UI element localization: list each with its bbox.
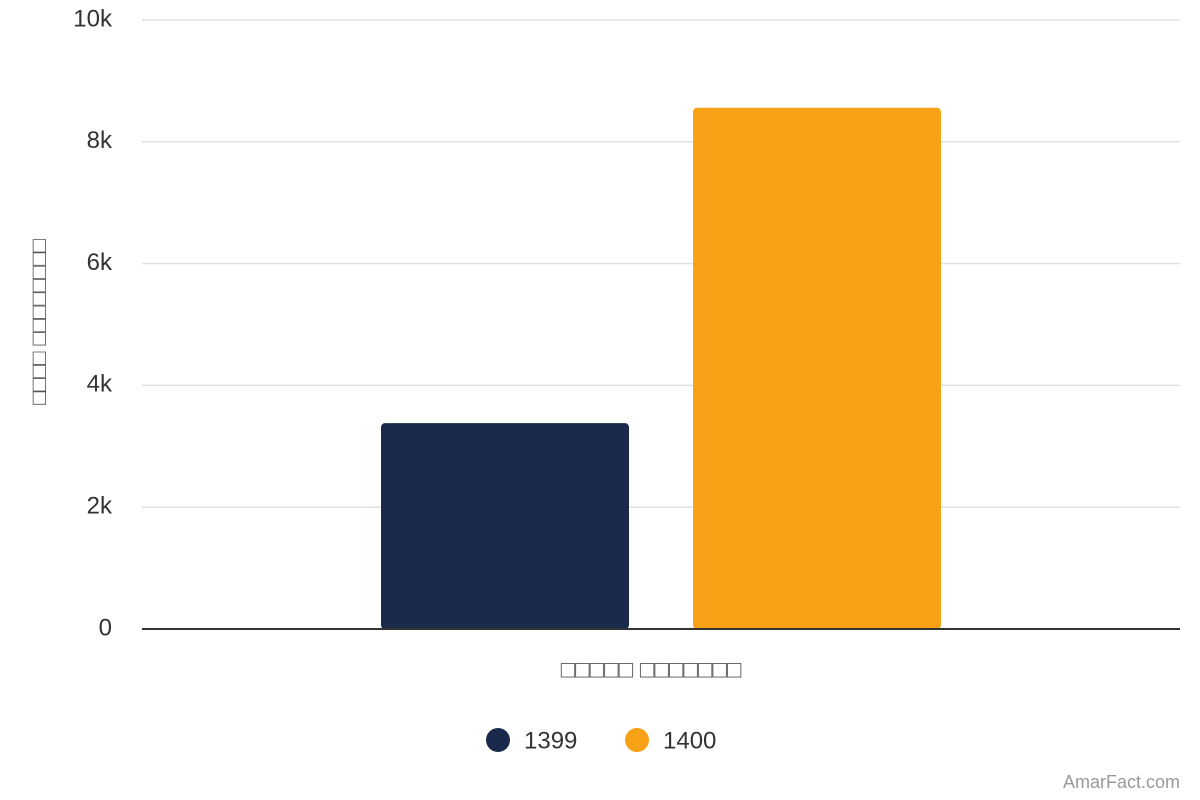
- x-axis-label: □□□□□ □□□□□□□: [561, 656, 742, 683]
- legend-swatch: [486, 728, 510, 752]
- y-tick-label: 8k: [87, 127, 113, 154]
- legend-swatch: [625, 728, 649, 752]
- legend-label: 1400: [663, 727, 716, 754]
- legend-item: 1399: [486, 727, 577, 754]
- legend-item: 1400: [625, 727, 716, 754]
- bar: [381, 423, 629, 629]
- y-tick-label: 6k: [87, 249, 113, 276]
- y-tick-label: 10k: [73, 5, 113, 32]
- bar: [693, 107, 941, 630]
- watermark: AmarFact.com: [1063, 772, 1180, 792]
- y-tick-label: 2k: [87, 493, 113, 520]
- y-tick-label: 0: [99, 614, 112, 641]
- y-axis-label: □□□□ □□□□□□□□: [26, 239, 51, 405]
- y-tick-label: 4k: [87, 371, 113, 398]
- legend-label: 1399: [524, 727, 577, 754]
